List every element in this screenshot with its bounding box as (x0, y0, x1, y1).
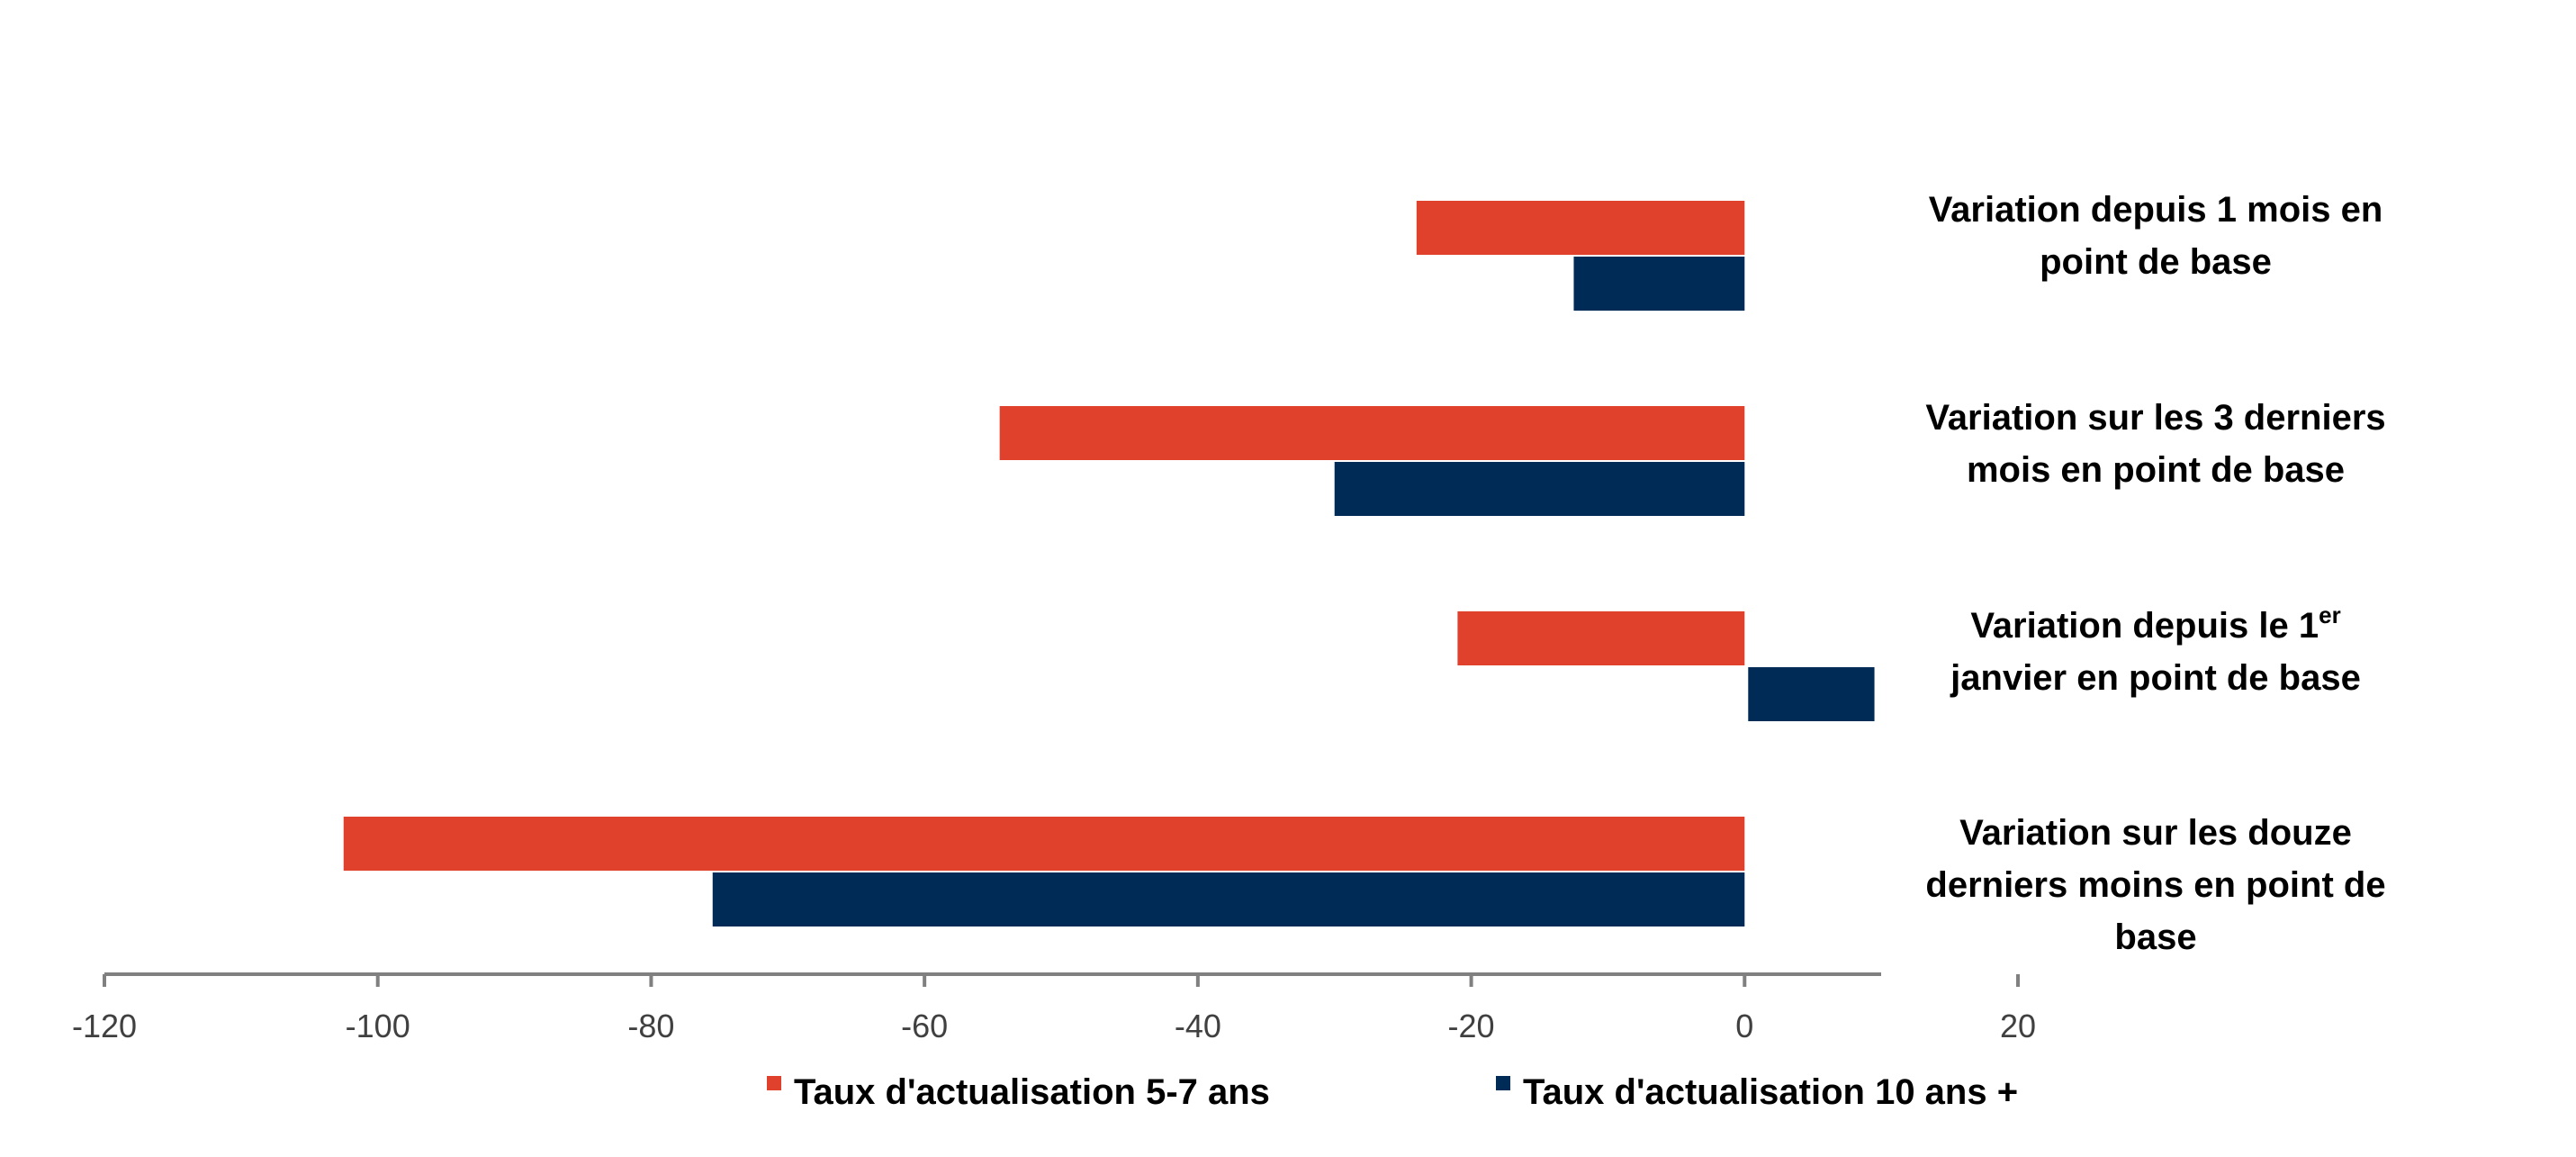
bar-series2-cat2 (1334, 462, 1745, 516)
category-label: Variation sur les 3 derniers (1925, 398, 2385, 438)
x-tick-label: 0 (1735, 1008, 1753, 1044)
category-label: Variation depuis le 1er (1970, 601, 2340, 646)
x-tick-label: -60 (901, 1008, 948, 1044)
category-label: mois en point de base (1967, 450, 2345, 490)
x-tick-label: -100 (346, 1008, 410, 1044)
category-label: derniers moins en point de (1925, 865, 2385, 905)
bar-series2-cat1 (1573, 257, 1745, 311)
bar-series1-cat2 (999, 406, 1745, 460)
legend: Taux d'actualisation 5-7 ans Taux d'actua… (767, 1072, 2018, 1112)
bar-series2-cat3 (1748, 667, 1875, 721)
bar-series1-cat1 (1416, 201, 1745, 255)
x-tick-label: -80 (627, 1008, 674, 1044)
category-label: point de base (2040, 242, 2272, 282)
legend-swatch (1496, 1076, 1510, 1090)
bar-series2-cat4 (712, 872, 1745, 927)
x-tick-label: -20 (1448, 1008, 1495, 1044)
x-tick-label: 20 (2000, 1008, 2036, 1044)
x-axis: -120 -100 -80 -60 -40 -20 0 20 (72, 972, 2036, 1044)
bars-layer (343, 201, 1875, 927)
legend-swatch (767, 1076, 781, 1090)
bar-series1-cat4 (343, 817, 1745, 871)
x-tick-label: -40 (1175, 1008, 1221, 1044)
category-labels: Variation depuis 1 mois en point de base V… (1925, 190, 2385, 957)
bar-series1-cat3 (1457, 611, 1745, 665)
legend-label: Taux d'actualisation 10 ans + (1523, 1072, 2018, 1112)
category-label: Variation depuis 1 mois en (1929, 190, 2383, 230)
category-label: base (2114, 917, 2196, 957)
category-label: Variation sur les douze (1959, 813, 2352, 853)
legend-label: Taux d'actualisation 5-7 ans (794, 1072, 1270, 1112)
category-label: janvier en point de base (1950, 658, 2361, 698)
x-tick-label: -120 (72, 1008, 137, 1044)
